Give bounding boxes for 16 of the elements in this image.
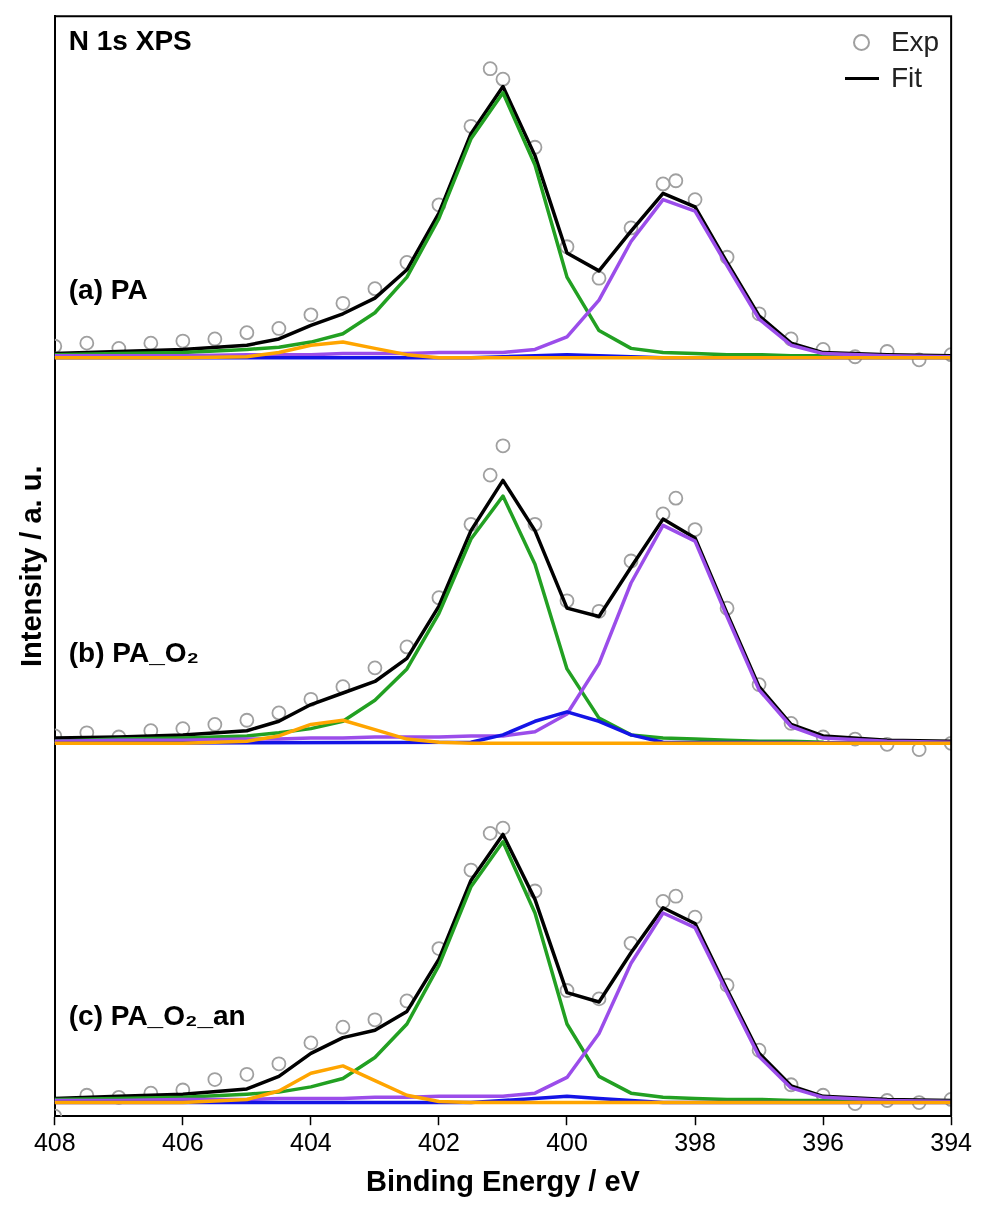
annotation: (b) PA_O₂ <box>68 636 199 668</box>
text: N 1s XPS <box>68 25 192 57</box>
annotation: (c) PA_O₂_an <box>68 999 246 1031</box>
y-axis-title: Intensity / a. u. <box>15 465 48 667</box>
annotation: (a) PA <box>68 273 148 305</box>
x-tick-label: 394 <box>930 1128 973 1157</box>
x-axis-title: Binding Energy / eV <box>366 1164 641 1197</box>
x-tick-label: 398 <box>674 1128 716 1157</box>
legend-label: Fit <box>890 61 923 96</box>
x-tick-label: 402 <box>418 1128 460 1157</box>
x-tick-label: 408 <box>33 1128 76 1157</box>
legend-label: Exp <box>890 25 940 60</box>
x-tick-label: 400 <box>546 1128 588 1157</box>
x-tick-label: 404 <box>290 1128 332 1157</box>
x-tick-label: 406 <box>161 1128 204 1157</box>
x-tick-label: 396 <box>802 1128 844 1157</box>
